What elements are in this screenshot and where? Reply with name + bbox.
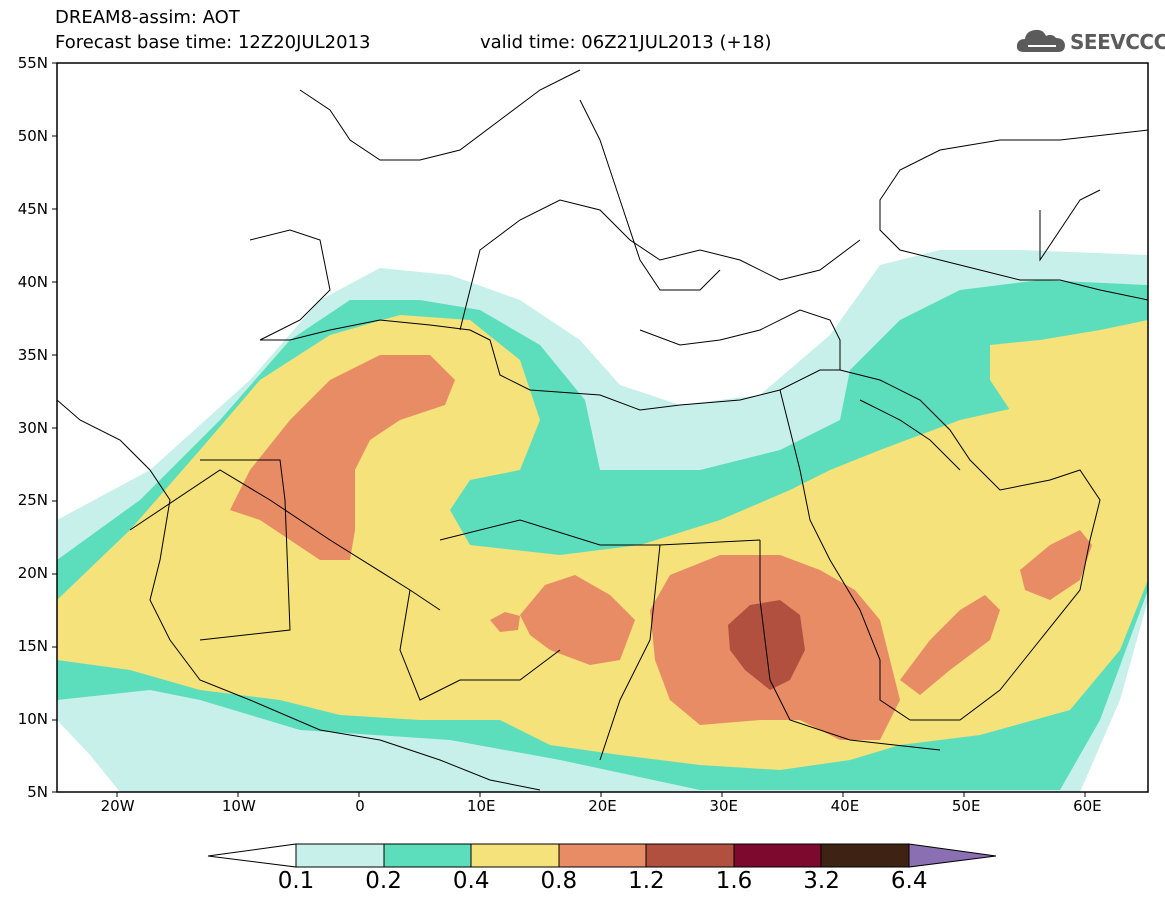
seevccc-logo: SEEVCCC [1016, 26, 1165, 56]
forecast-times: Forecast base time: 12Z20JUL2013 valid ti… [55, 32, 772, 54]
lat-label: 40N [17, 272, 48, 291]
colorbar-swatch [470, 843, 560, 868]
colorbar-swatch [383, 843, 472, 868]
aot-contour-0.8-small [490, 612, 520, 632]
colorbar-label: 0.2 [365, 868, 402, 894]
aot-contour-1.2 [728, 600, 805, 690]
lat-label: 10N [17, 710, 48, 729]
colorbar-label: 3.2 [803, 868, 840, 894]
colorbar-swatch [645, 843, 735, 868]
logo-text: SEEVCCC [1070, 30, 1165, 54]
lon-label: 20W [100, 797, 135, 815]
lat-label: 5N [27, 783, 48, 801]
colorbar-max-arrow [908, 843, 997, 868]
axis-ticks [52, 62, 1086, 797]
colorbar-min-arrow [207, 843, 297, 868]
aot-contour-0.8-oman [1020, 530, 1092, 600]
lat-label: 55N [17, 54, 48, 72]
colorbar-label: 0.8 [540, 868, 578, 894]
lat-label: 50N [17, 126, 48, 145]
lat-label: 45N [17, 199, 48, 218]
coastlines [57, 69, 1148, 791]
lat-label: 30N [17, 418, 48, 437]
lon-label: 20E [588, 797, 617, 815]
valid-time: valid time: 06Z21JUL2013 (+18) [480, 32, 772, 53]
colorbar-swatch [295, 843, 385, 868]
lon-label: 10E [466, 797, 496, 815]
colorbar-swatch [733, 843, 822, 868]
aot-contour-0.8-west [230, 355, 455, 560]
colorbar-swatch [820, 843, 910, 868]
lat-label: 20N [17, 564, 48, 583]
lon-label: 0 [355, 797, 365, 815]
lon-label: 50E [951, 797, 981, 815]
lat-label: 35N [17, 345, 48, 364]
lon-label: 10W [221, 797, 256, 815]
lon-label: 40E [830, 797, 860, 815]
base-time: Forecast base time: 12Z20JUL2013 [55, 32, 371, 53]
colorbar-swatch [558, 843, 647, 868]
lat-label: 25N [17, 491, 48, 510]
cloud-icon [1016, 29, 1065, 52]
colorbar-label: 6.4 [890, 868, 928, 894]
colorbar-label: 0.1 [277, 868, 315, 894]
aot-contour-0.8-yemen [900, 595, 1000, 695]
colorbar-label: 0.4 [452, 868, 490, 894]
colorbar [207, 843, 997, 868]
colorbar-label: 1.6 [715, 868, 753, 894]
aot-contour-0.8-chad [520, 575, 635, 665]
map-title: DREAM8-assim: AOT [55, 7, 240, 28]
colorbar-label: 1.2 [628, 868, 665, 894]
lat-label: 15N [17, 637, 48, 656]
lon-label: 60E [1073, 797, 1102, 815]
lon-label: 30E [709, 797, 738, 815]
